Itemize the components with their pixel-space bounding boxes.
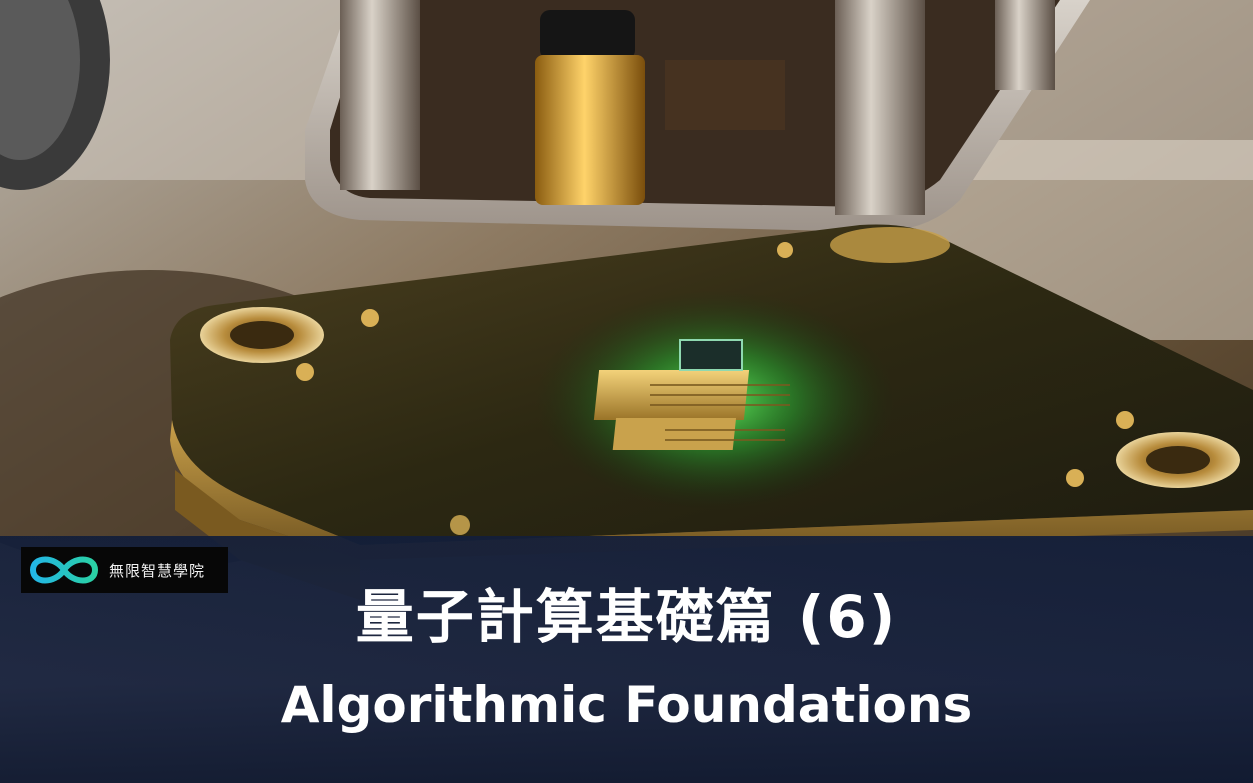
infinity-icon xyxy=(29,556,99,584)
title-english: Algorithmic Foundations xyxy=(280,676,973,734)
title-chinese: 量子計算基礎篇 (6) xyxy=(355,583,898,651)
logo: 無限智慧學院 xyxy=(21,547,228,593)
logo-text: 無限智慧學院 xyxy=(109,561,206,580)
